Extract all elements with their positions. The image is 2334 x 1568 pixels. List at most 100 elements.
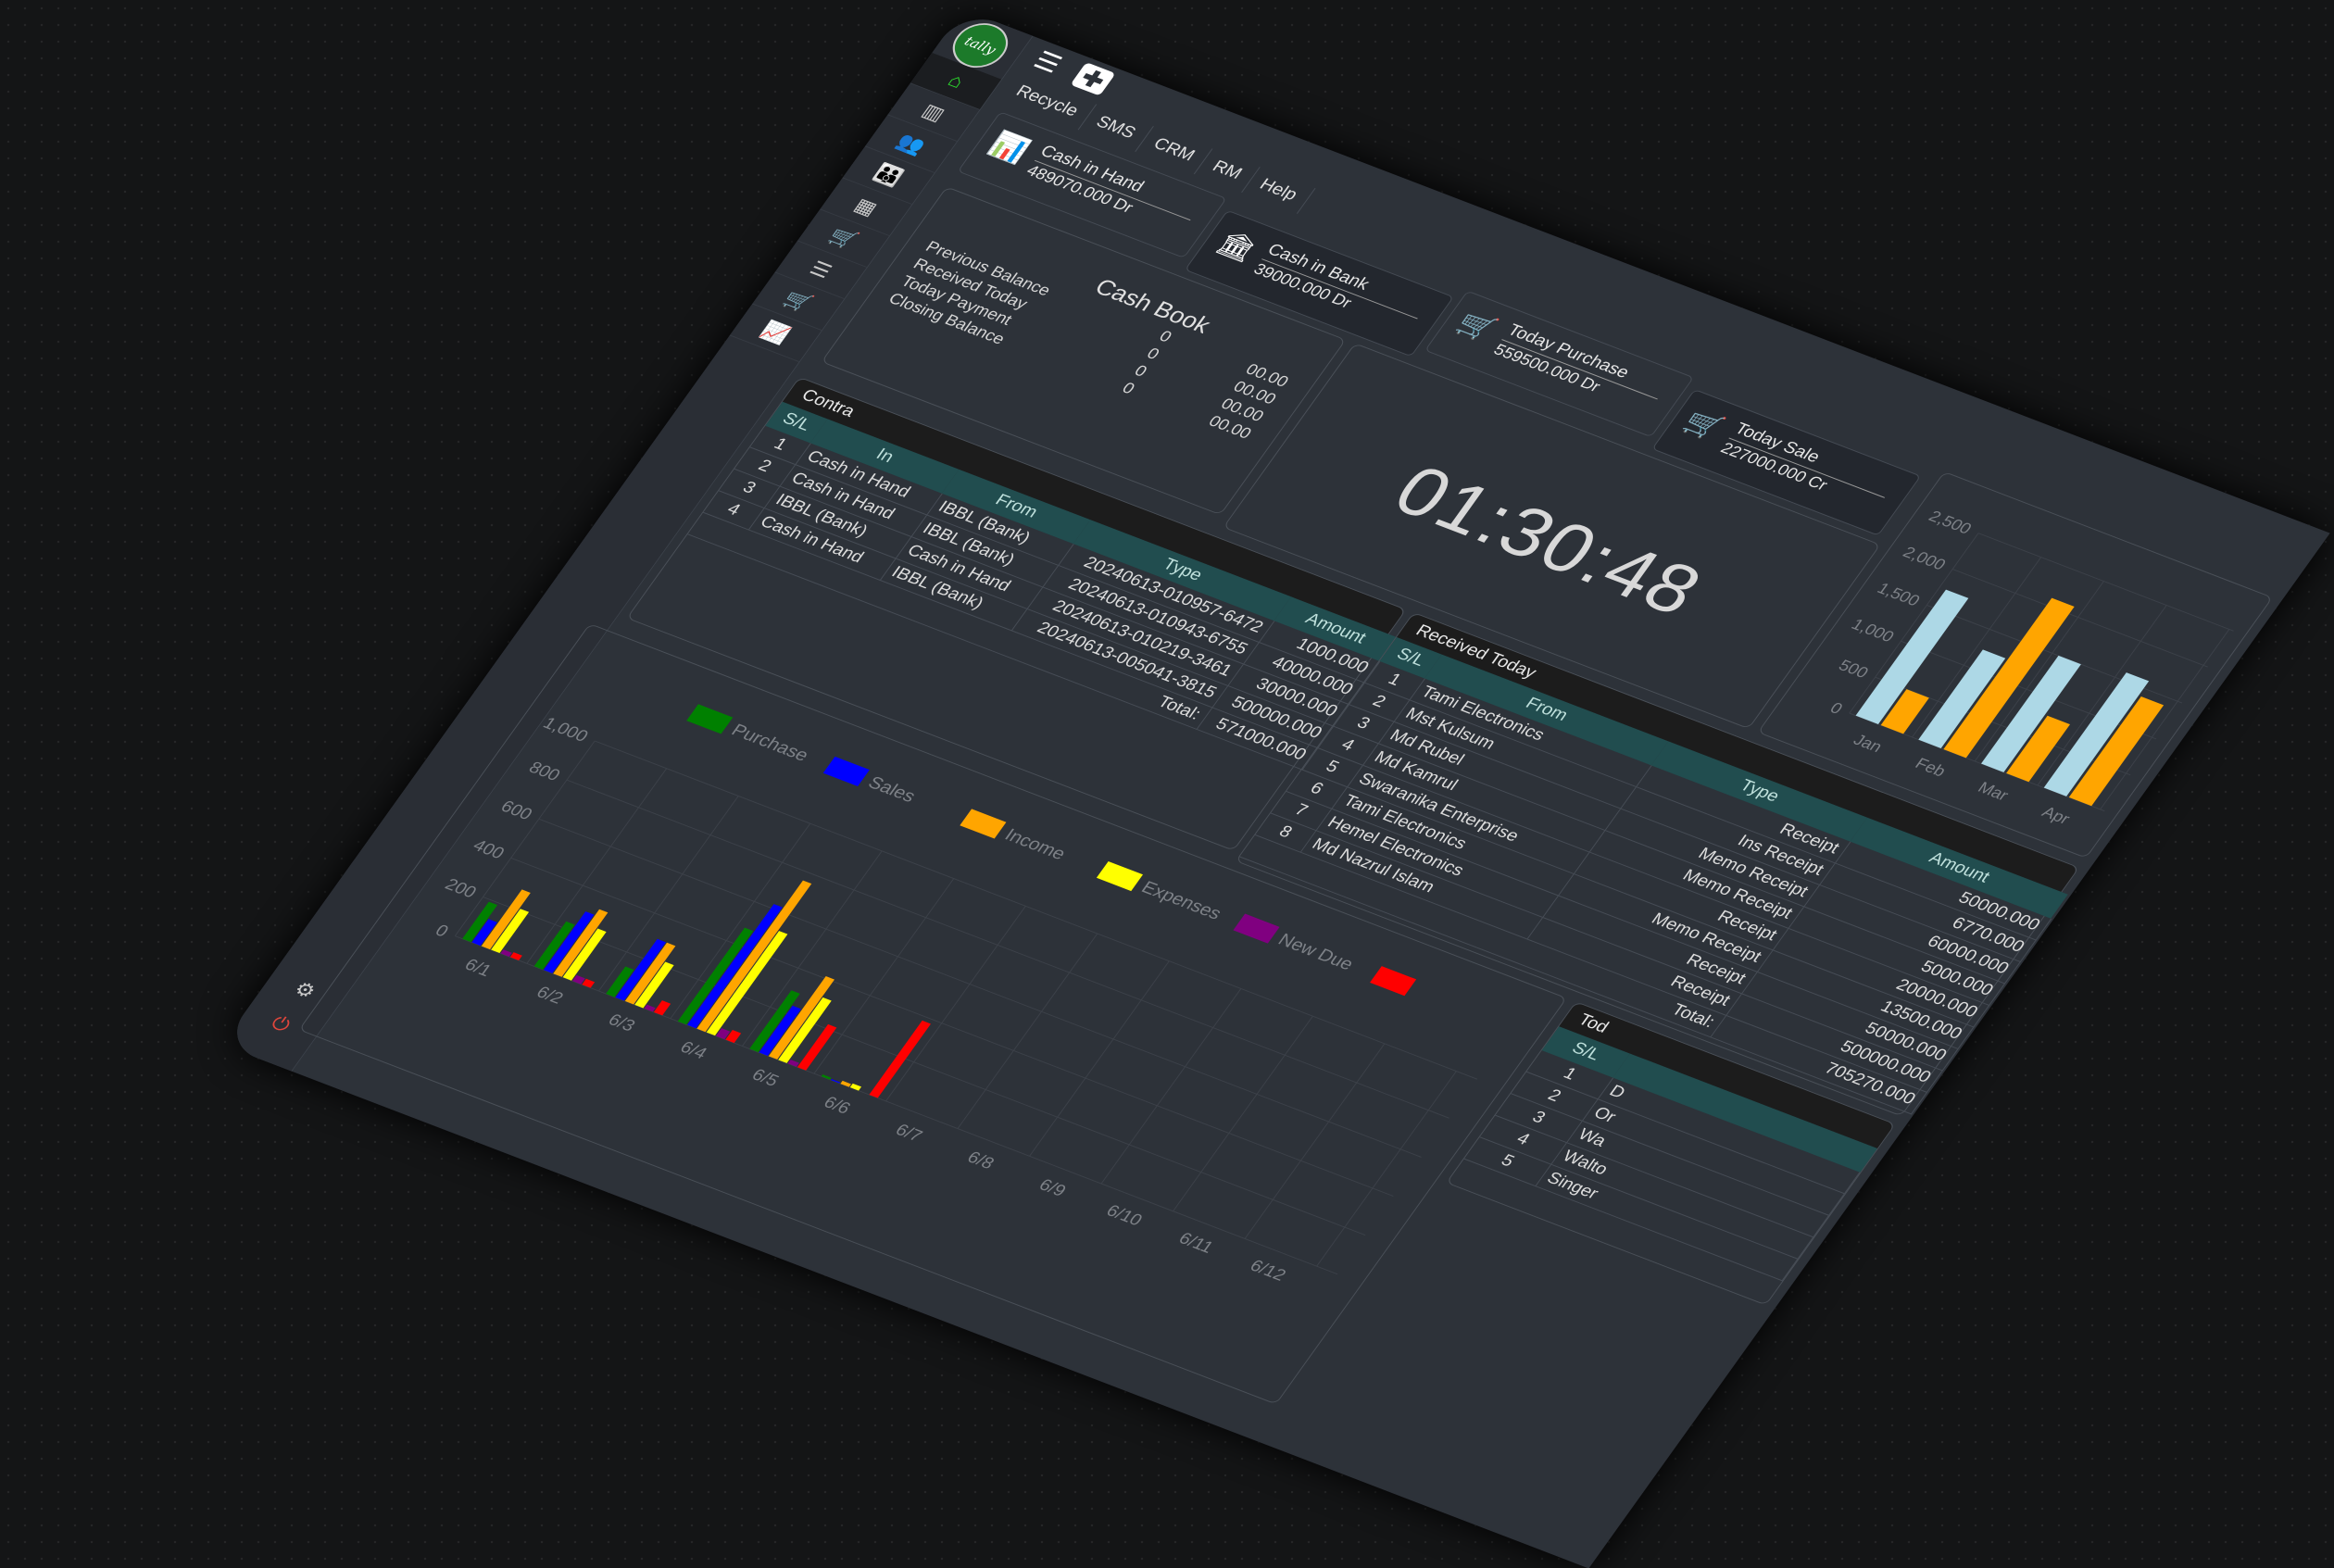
x-tick-label: 6/1 — [460, 956, 495, 980]
monthly-bar-chart: 0 500 1,000 1,500 2,000 2,500 Jan Feb Mar Apr — [1826, 508, 2234, 827]
grid-line — [1173, 1015, 1313, 1211]
grid-line — [741, 850, 883, 1047]
grid-line — [483, 897, 1366, 1236]
bar-new-due[interactable] — [500, 949, 512, 957]
bar-sales[interactable] — [687, 904, 783, 1029]
row-count: 0 — [1156, 327, 1175, 346]
bar-sales[interactable] — [543, 911, 595, 973]
y-tick-label: 400 — [469, 836, 508, 862]
x-tick-label: Apr — [2039, 803, 2074, 827]
bar-purchase[interactable] — [533, 921, 575, 970]
grid-line — [1316, 1071, 1457, 1267]
dashboard-window: tally ⌂ ▥ 👥 👪 ▦ 🛒 ☰ 🛒 📈 ⚙ ⏻ ☰ ✚ Recycle SMS CRM … — [221, 9, 2330, 1568]
legend-swatch — [1096, 860, 1144, 892]
bank-icon: 🏛 — [1211, 227, 1262, 266]
grid-line — [526, 768, 668, 964]
legend-swatch — [1370, 966, 1417, 997]
bar-series0[interactable] — [1980, 655, 2081, 772]
bar-income[interactable] — [768, 976, 834, 1060]
grid-line — [597, 796, 739, 992]
y-tick-label: 1,000 — [539, 714, 592, 746]
bar-expenses[interactable] — [778, 997, 832, 1063]
daily-chart-panel: 0 200 400 600 800 1,000 6/1 6/2 6/3 6/4 6/5 6/6 6/7 6… — [298, 623, 1568, 1405]
bar-purchase[interactable] — [677, 927, 754, 1025]
grid-line — [1951, 569, 2208, 668]
bar-series5[interactable] — [797, 1023, 837, 1071]
grid-line — [1100, 988, 1242, 1185]
bar-purchase[interactable] — [821, 1074, 832, 1080]
bar-series1[interactable] — [1943, 597, 2075, 759]
bar-series1[interactable] — [1880, 689, 1929, 734]
grid-line — [885, 906, 1026, 1102]
bar-series1[interactable] — [2006, 715, 2071, 783]
x-tick-label: 6/5 — [748, 1066, 783, 1090]
bar-series5[interactable] — [653, 1000, 671, 1016]
legend-label: New Due — [1274, 930, 1358, 973]
plus-square-icon[interactable]: ✚ — [1070, 62, 1116, 96]
bar-series5[interactable] — [582, 978, 596, 988]
y-tick-label: 1,500 — [1874, 580, 1924, 609]
grid-line — [1977, 533, 2234, 632]
x-tick-label: 6/3 — [605, 1010, 639, 1035]
monthly-chart-panel: 0 500 1,000 1,500 2,000 2,500 Jan Feb Mar Apr — [1757, 470, 2274, 859]
bar-new-due[interactable] — [716, 1028, 731, 1040]
bar-expenses[interactable] — [706, 931, 788, 1036]
grid-line — [510, 857, 1394, 1197]
y-tick-label: 0 — [432, 922, 452, 941]
x-tick-label: 6/12 — [1246, 1257, 1289, 1285]
grid-line — [813, 878, 955, 1074]
bar-income[interactable] — [553, 909, 609, 977]
grid-line — [594, 740, 1478, 1080]
bar-series5[interactable] — [725, 1030, 742, 1044]
grid-line — [566, 779, 1449, 1119]
bar-expenses[interactable] — [491, 909, 530, 954]
daily-bar-chart: 0 200 400 600 800 1,000 6/1 6/2 6/3 6/4 6/5 6/6 6/7 6… — [432, 704, 1478, 1285]
grid-line — [2100, 629, 2230, 810]
grid-line — [957, 933, 1098, 1129]
bar-series5[interactable] — [509, 952, 522, 960]
grid-line — [1849, 533, 1979, 714]
bar-income[interactable] — [696, 880, 812, 1033]
legend-label: Sales — [864, 773, 920, 807]
bar-expenses[interactable] — [849, 1083, 862, 1091]
bar-series0[interactable] — [1918, 649, 2006, 748]
bar-sales[interactable] — [831, 1079, 841, 1084]
legend-swatch — [686, 704, 734, 734]
y-tick-label: 200 — [441, 875, 480, 901]
x-tick-label: 6/2 — [533, 984, 567, 1008]
legend-label: Income — [1001, 825, 1070, 863]
bar-income[interactable] — [624, 942, 676, 1005]
y-tick-label: 2,000 — [1900, 544, 1950, 573]
bar-series0[interactable] — [2043, 672, 2150, 797]
bar-purchase[interactable] — [462, 901, 498, 943]
bar-sales[interactable] — [615, 938, 667, 1001]
bar-purchase[interactable] — [749, 990, 800, 1053]
bar-purchase[interactable] — [606, 966, 634, 997]
bar-sales[interactable] — [759, 1005, 802, 1056]
bar-series5[interactable] — [869, 1020, 932, 1098]
hamburger-icon[interactable]: ☰ — [1028, 45, 1068, 78]
x-tick-label: Feb — [1912, 755, 1950, 780]
x-tick-label: 6/9 — [1035, 1176, 1070, 1200]
grid-line — [670, 822, 811, 1019]
bar-income[interactable] — [481, 889, 531, 950]
x-tick-label: 6/10 — [1102, 1202, 1146, 1230]
cart-plus-icon: 🛒 — [1450, 307, 1501, 345]
row-count: 0 — [1143, 344, 1163, 363]
bar-income[interactable] — [840, 1080, 851, 1087]
grid-line — [1244, 1043, 1386, 1239]
grid-line — [1974, 581, 2104, 762]
y-tick-label: 0 — [1826, 699, 1846, 718]
bar-sales[interactable] — [471, 919, 497, 947]
bar-expenses[interactable] — [634, 961, 674, 1009]
grid-line — [538, 818, 1422, 1158]
legend-swatch — [1233, 913, 1280, 944]
y-tick-label: 1,000 — [1848, 615, 1898, 645]
bar-new-due[interactable] — [571, 974, 585, 985]
x-tick-label: 6/4 — [676, 1038, 710, 1062]
bar-new-due[interactable] — [644, 1004, 656, 1012]
bar-new-due[interactable] — [787, 1060, 799, 1067]
bar-series0[interactable] — [1855, 589, 1969, 724]
bar-expenses[interactable] — [562, 928, 607, 981]
bar-series1[interactable] — [2068, 696, 2165, 807]
